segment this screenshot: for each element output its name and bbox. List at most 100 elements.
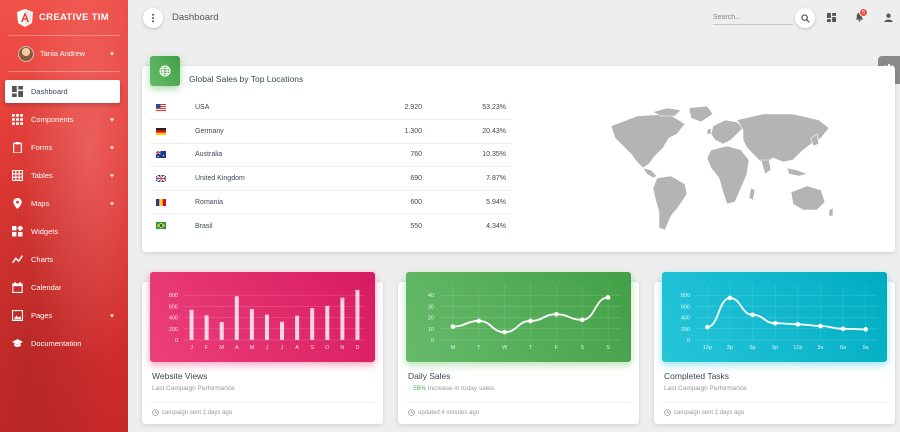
completed-tasks-card: 800 600 400 200 0 12p 3p 6p 9p 12p 3a 6a 9a Complete… [654, 272, 895, 424]
globe-icon [159, 65, 171, 77]
page-title: Dashboard [172, 12, 219, 23]
data-point[interactable] [554, 311, 559, 317]
sales-value: 690 [345, 166, 422, 191]
bar[interactable] [280, 321, 285, 340]
bar[interactable] [325, 305, 330, 340]
user-menu[interactable]: Tania Andrew [8, 36, 120, 72]
sidebar: CREATIVE TIM Tania Andrew Dashboard Compo… [0, 0, 128, 432]
us-flag-icon [156, 103, 166, 111]
sidebar-item-components[interactable]: Components [5, 108, 120, 131]
bar[interactable] [340, 297, 345, 340]
person-icon [883, 13, 893, 22]
bar[interactable] [219, 322, 224, 340]
sales-value: 600 [345, 190, 422, 215]
data-point[interactable] [605, 295, 611, 300]
clock-icon [408, 409, 415, 416]
data-point[interactable] [705, 324, 710, 330]
daily-sales-card: 40 30 20 10 0 M T W T F S S Daily Sales ↑ 55% incre… [398, 272, 639, 424]
footer-text: updated 4 minutes ago [418, 409, 480, 416]
data-point[interactable] [579, 317, 585, 323]
dashboard-icon [12, 86, 23, 97]
chart-title: Daily Sales [408, 371, 451, 381]
x-tick-label: O [325, 345, 330, 351]
de-flag-icon [156, 127, 166, 135]
website-views-chart[interactable]: 800 600 400 200 0 J F M A M J J A S O N D [150, 272, 375, 362]
chart-footer: campaign sent 2 days ago [662, 402, 887, 422]
x-tick-label: 9a [863, 345, 870, 351]
sales-value: 550 [410, 222, 422, 230]
data-point[interactable] [840, 326, 846, 332]
bar[interactable] [204, 315, 209, 340]
notification-badge: 5 [859, 8, 868, 17]
country-name: Australia [195, 143, 345, 168]
chevron-down-icon [110, 118, 114, 121]
data-point[interactable] [502, 329, 507, 335]
increase-percent: 55% [413, 385, 427, 392]
y-tick-label: 0 [687, 338, 690, 344]
user-profile-button[interactable] [882, 11, 894, 23]
sidebar-item-label: Tables [31, 171, 53, 180]
table-row: Brasil 550 4.34% [150, 214, 512, 238]
bar[interactable] [310, 308, 315, 340]
sidebar-item-maps[interactable]: Maps [5, 192, 120, 215]
y-tick-label: 800 [681, 293, 690, 299]
timeline-icon [12, 254, 23, 265]
data-point[interactable] [476, 318, 482, 324]
avatar [18, 45, 34, 62]
x-tick-label: F [555, 345, 559, 351]
bar-chart: 800 600 400 200 0 J F M A M J J A S O N D [169, 289, 365, 351]
data-point[interactable] [772, 320, 778, 326]
sidebar-item-tables[interactable]: Tables [5, 164, 120, 187]
bar[interactable] [234, 296, 239, 340]
sidebar-item-pages[interactable]: Pages [5, 304, 120, 327]
chart-subtitle: Last Campaign Performance [664, 385, 747, 392]
top-navbar: Dashboard 5 [128, 0, 900, 36]
data-point[interactable] [863, 327, 868, 332]
y-tick-label: 600 [681, 304, 690, 310]
y-tick-label: 200 [681, 327, 690, 333]
sidebar-item-label: Forms [31, 143, 53, 152]
sidebar-item-documentation[interactable]: Documentation [5, 332, 120, 355]
bar[interactable] [295, 315, 300, 340]
x-tick-label: 12p [703, 345, 712, 351]
data-point[interactable] [450, 324, 456, 329]
footer-text: campaign sent 2 days ago [162, 409, 233, 416]
bar[interactable] [264, 314, 269, 340]
br-flag-icon [156, 222, 166, 230]
image-icon [12, 310, 23, 321]
daily-sales-chart[interactable]: 40 30 20 10 0 M T W T F S S [406, 272, 631, 362]
search-icon [800, 13, 810, 23]
sidebar-item-calendar[interactable]: Calendar [5, 276, 120, 299]
sidebar-item-label: Components [31, 115, 74, 124]
bar[interactable] [249, 309, 254, 340]
y-tick-label: 20 [428, 316, 434, 322]
sidebar-item-label: Pages [31, 311, 53, 320]
x-tick-label: S [606, 345, 610, 351]
data-point[interactable] [818, 323, 823, 329]
bar[interactable] [189, 309, 194, 340]
search-input[interactable] [713, 10, 793, 25]
data-point[interactable] [750, 312, 755, 318]
completed-tasks-chart[interactable]: 800 600 400 200 0 12p 3p 6p 9p 12p 3a 6a 9a [662, 272, 887, 362]
arrow-up-icon: ↑ [408, 385, 412, 392]
x-tick-label: T [477, 345, 481, 351]
data-point[interactable] [528, 318, 533, 324]
au-flag-icon [156, 151, 166, 159]
data-point[interactable] [795, 322, 801, 327]
sidebar-item-forms[interactable]: Forms [5, 136, 120, 159]
sidebar-item-widgets[interactable]: Widgets [5, 220, 120, 243]
country-name: Germany [195, 119, 345, 144]
world-map[interactable] [597, 104, 837, 240]
sidebar-item-dashboard[interactable]: Dashboard [5, 80, 120, 103]
search-button[interactable] [795, 8, 815, 28]
dashboard-view-button[interactable] [825, 11, 837, 23]
brand[interactable]: CREATIVE TIM [8, 0, 120, 36]
sidebar-toggle-button[interactable] [143, 8, 163, 28]
sidebar-item-charts[interactable]: Charts [5, 248, 120, 271]
clock-icon [152, 409, 159, 416]
sidebar-item-label: Calendar [31, 283, 62, 292]
x-tick-label: 3a [817, 345, 824, 351]
bar[interactable] [355, 289, 360, 340]
data-point[interactable] [727, 295, 733, 301]
clock-icon [664, 409, 671, 416]
